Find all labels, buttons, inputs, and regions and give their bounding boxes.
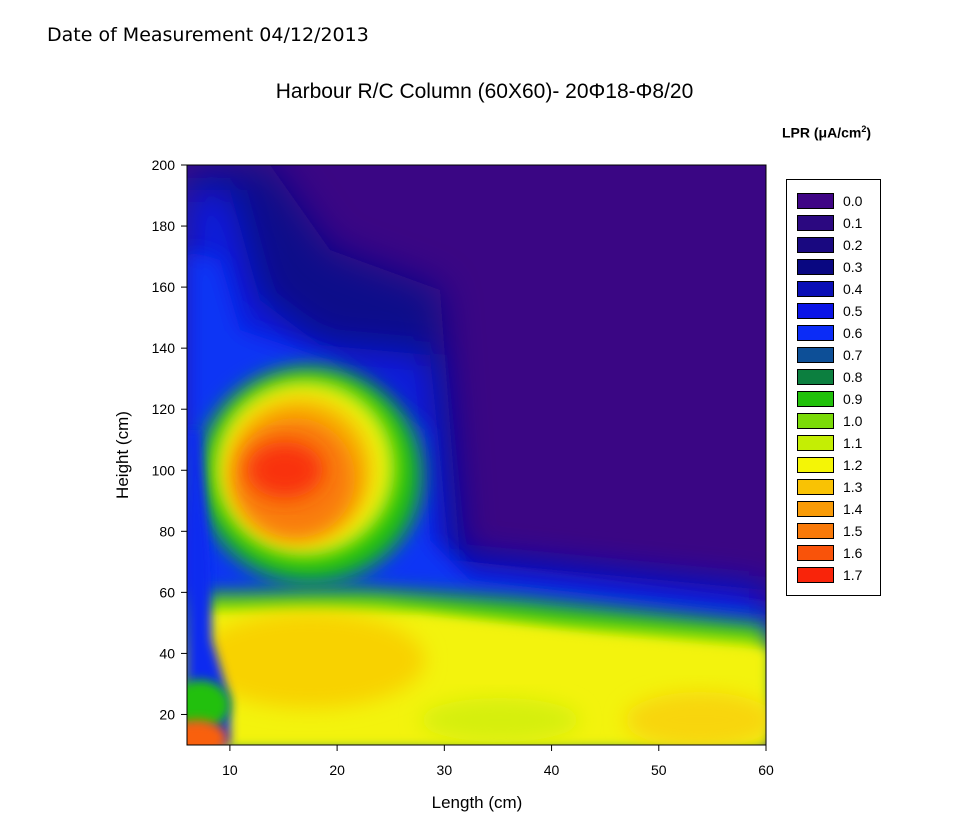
axes-layer: 10 20 30 40 50 60 20 40 60 80 100 120 140 160 180 200 <box>152 157 774 778</box>
x-tick-label-4: 50 <box>651 762 667 778</box>
y-tick-label-2: 60 <box>159 584 175 600</box>
legend: 0.0 0.1 0.2 0.3 0.4 0.5 0.6 0.7 0.8 0.9 1.0 1.1 1.2 1… <box>786 179 881 596</box>
legend-swatch <box>797 523 834 539</box>
legend-label: 1.5 <box>843 523 863 539</box>
field-corner-orange <box>187 720 227 745</box>
field-corner-green <box>187 680 230 730</box>
legend-label: 0.5 <box>843 303 863 319</box>
field-left-strip-blue <box>187 430 230 745</box>
legend-swatch <box>797 369 834 385</box>
legend-label: 0.9 <box>843 391 863 407</box>
field-lobe-pale <box>420 698 580 742</box>
legend-label: 0.6 <box>843 325 863 341</box>
legend-swatch <box>797 545 834 561</box>
legend-label: 0.3 <box>843 259 863 275</box>
x-axis-title: Length (cm) <box>432 793 523 812</box>
legend-label: 1.2 <box>843 457 863 473</box>
x-tick-label-5: 60 <box>758 762 774 778</box>
y-tick-label-6: 140 <box>152 340 176 356</box>
legend-label: 1.0 <box>843 413 863 429</box>
x-tick-label-0: 10 <box>222 762 238 778</box>
legend-label: 1.7 <box>843 567 863 583</box>
x-tick-label-2: 30 <box>437 762 453 778</box>
legend-swatch <box>797 391 834 407</box>
chart-title-text: Harbour R/C Column (60X60)- 20Φ18-Φ8/20 <box>275 80 694 103</box>
legend-swatch <box>797 347 834 363</box>
legend-swatch <box>797 215 834 231</box>
legend-swatch <box>797 435 834 451</box>
field-lobe-right <box>625 692 766 745</box>
legend-label: 0.4 <box>843 281 863 297</box>
x-tick-label-1: 20 <box>329 762 345 778</box>
legend-title: LPR (μA/cm2) <box>782 124 871 141</box>
measurement-date: Date of Measurement 04/12/2013 <box>47 24 369 46</box>
legend-label: 0.8 <box>843 369 863 385</box>
legend-label: 1.6 <box>843 545 863 561</box>
legend-swatch <box>797 237 834 253</box>
legend-swatch <box>797 567 834 583</box>
legend-label: 1.1 <box>843 435 863 451</box>
legend-swatch <box>797 193 834 209</box>
y-tick-label-7: 160 <box>152 279 176 295</box>
plot-frame <box>186 164 767 746</box>
plot-area <box>187 165 766 745</box>
y-tick-label-9: 200 <box>152 157 176 173</box>
legend-swatch <box>797 501 834 517</box>
legend-swatch <box>797 281 834 297</box>
y-tick-label-8: 180 <box>152 218 176 234</box>
legend-label: 1.4 <box>843 501 863 517</box>
y-tick-label-1: 40 <box>159 645 175 661</box>
legend-title-close: ) <box>866 124 872 141</box>
legend-swatch <box>797 325 834 341</box>
y-tick-label-0: 20 <box>159 706 175 722</box>
legend-swatch <box>797 303 834 319</box>
y-tick-label-3: 80 <box>159 523 175 539</box>
field-hotspot-red <box>247 442 323 498</box>
legend-swatch <box>797 259 834 275</box>
legend-swatch <box>797 479 834 495</box>
legend-label: 0.1 <box>843 215 863 231</box>
field-lobe-light-orange <box>195 612 425 708</box>
legend-label: 0.2 <box>843 237 863 253</box>
legend-title-text: LPR (μA/cm <box>782 124 862 141</box>
legend-swatch <box>797 413 834 429</box>
legend-swatch <box>797 457 834 473</box>
chart-title: Harbour R/C Column (60X60)- 20Φ18-Φ8/20 <box>0 80 969 104</box>
y-axis-title: Height (cm) <box>113 411 132 499</box>
legend-label: 0.0 <box>843 193 863 209</box>
y-tick-label-5: 120 <box>152 401 176 417</box>
y-tick-label-4: 100 <box>152 462 176 478</box>
legend-label: 0.7 <box>843 347 863 363</box>
legend-title-superscript: 2 <box>861 124 867 134</box>
x-tick-label-3: 40 <box>544 762 560 778</box>
legend-label: 1.3 <box>843 479 863 495</box>
